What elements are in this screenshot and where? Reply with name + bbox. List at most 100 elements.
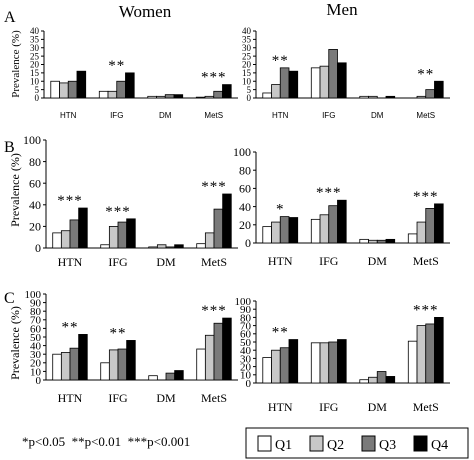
y-tick-label: 20 (242, 60, 252, 70)
bar-htn-q2 (271, 84, 281, 99)
significance-marker: *** (201, 303, 227, 319)
y-tick-label: 50 (240, 337, 252, 349)
bar-dm-q4 (385, 95, 396, 99)
y-tick-label: 30 (30, 349, 42, 361)
category-label-ifg: IFG (110, 111, 123, 120)
y-tick-label: 0 (246, 378, 252, 390)
y-tick-label: 0 (247, 93, 252, 103)
y-tick-label: 40 (240, 345, 252, 357)
y-tick-label: 20 (239, 218, 251, 232)
category-label-ifg: IFG (322, 111, 335, 120)
significance-marker: ** (108, 58, 125, 74)
bar-mets-q1 (407, 340, 418, 384)
y-tick-label: 0 (35, 241, 41, 255)
bar-mets-q2 (204, 95, 215, 99)
bar-mets-q4 (222, 84, 232, 99)
y-tick-label: 100 (235, 296, 252, 308)
bar-ifg-q2 (108, 225, 119, 249)
bar-dm-q3 (165, 246, 176, 249)
y-tick-label: 5 (247, 85, 252, 95)
bar-ifg-q4 (125, 72, 135, 99)
legend-swatch-q1 (257, 435, 272, 452)
y-tick-label: 35 (242, 35, 252, 45)
bar-htn-q2 (60, 230, 71, 249)
y-tick-label: 100 (233, 145, 251, 159)
bar-dm-q2 (368, 376, 378, 384)
significance-note: *p<0.05 **p<0.01 ***p<0.001 (22, 434, 190, 449)
legend-swatch-q4 (413, 435, 428, 452)
bar-htn-q2 (60, 352, 71, 381)
bar-ifg-q1 (98, 90, 109, 99)
bar-dm-q4 (173, 94, 184, 99)
y-tick-label: 15 (242, 68, 252, 78)
bar-ifg-q3 (117, 348, 128, 381)
bar-dm-q2 (156, 95, 166, 99)
bar-mets-q3 (213, 90, 223, 99)
ylabel-panel-b: Prevalence (%) (8, 153, 22, 227)
legend-label-q2: Q2 (327, 438, 344, 453)
y-tick-label: 25 (242, 51, 252, 61)
y-tick-label: 40 (30, 26, 40, 36)
bar-ifg-q1 (310, 67, 321, 99)
bar-htn-q4 (288, 339, 299, 384)
y-tick-label: 90 (240, 304, 252, 316)
y-tick-label: 70 (240, 320, 252, 332)
y-tick-label: 30 (242, 43, 252, 53)
category-label-ifg: IFG (319, 254, 339, 268)
legend-box (245, 427, 469, 459)
category-label-dm: DM (156, 391, 176, 405)
bar-dm-q1 (359, 238, 369, 244)
category-label-htn: HTN (272, 111, 289, 120)
bar-dm-q4 (174, 370, 184, 381)
category-label-ifg: IFG (108, 391, 128, 405)
bar-mets-q3 (213, 208, 224, 249)
bar-htn-q1 (50, 80, 60, 99)
bar-htn-q4 (288, 70, 299, 99)
bar-ifg-q1 (100, 244, 110, 249)
bar-htn-q2 (271, 349, 281, 384)
y-tick-label: 20 (30, 60, 40, 70)
bar-htn-q3 (69, 219, 80, 249)
y-tick-label: 40 (242, 26, 252, 36)
bar-mets-q4 (434, 80, 444, 99)
category-label-dm: DM (368, 400, 388, 414)
significance-marker: ** (272, 325, 289, 341)
bar-dm-q3 (165, 372, 176, 381)
y-tick-label: 10 (30, 76, 40, 86)
bar-ifg-q2 (319, 65, 330, 99)
legend: Q1 Q2 Q3 Q4 (245, 427, 469, 459)
y-tick-label: 35 (30, 35, 40, 45)
bar-dm-q4 (385, 376, 396, 384)
y-tick-label: 60 (239, 182, 251, 196)
y-tick-label: 80 (240, 312, 252, 324)
category-label-ifg: IFG (319, 400, 339, 414)
panel-letter-c: C (4, 290, 15, 307)
bar-htn-q4 (78, 207, 88, 249)
chart-panel-b-women: 0 20 40 60 80 100 HTN *** IFG *** DM MetS *** (23, 133, 238, 269)
bar-htn-q3 (69, 347, 80, 381)
y-tick-label: 80 (239, 163, 251, 177)
category-label-mets: MetS (413, 254, 439, 268)
y-tick-label: 80 (29, 155, 41, 169)
legend-swatch-q3 (361, 435, 376, 452)
category-label-mets: MetS (201, 255, 227, 269)
significance-marker: ** (62, 319, 79, 335)
bar-ifg-q3 (328, 205, 338, 244)
bar-htn-q1 (262, 357, 272, 384)
bar-mets-q2 (204, 334, 215, 381)
y-tick-label: 30 (240, 353, 252, 365)
y-tick-label: 20 (29, 220, 41, 234)
y-tick-label: 0 (245, 236, 251, 250)
bar-mets-q4 (434, 316, 444, 384)
y-tick-label: 70 (30, 315, 42, 327)
legend-label-q1: Q1 (275, 438, 292, 453)
category-label-htn: HTN (60, 111, 77, 120)
bar-ifg-q4 (337, 339, 347, 384)
bar-mets-q2 (416, 95, 427, 99)
bar-dm-q1 (147, 95, 157, 99)
